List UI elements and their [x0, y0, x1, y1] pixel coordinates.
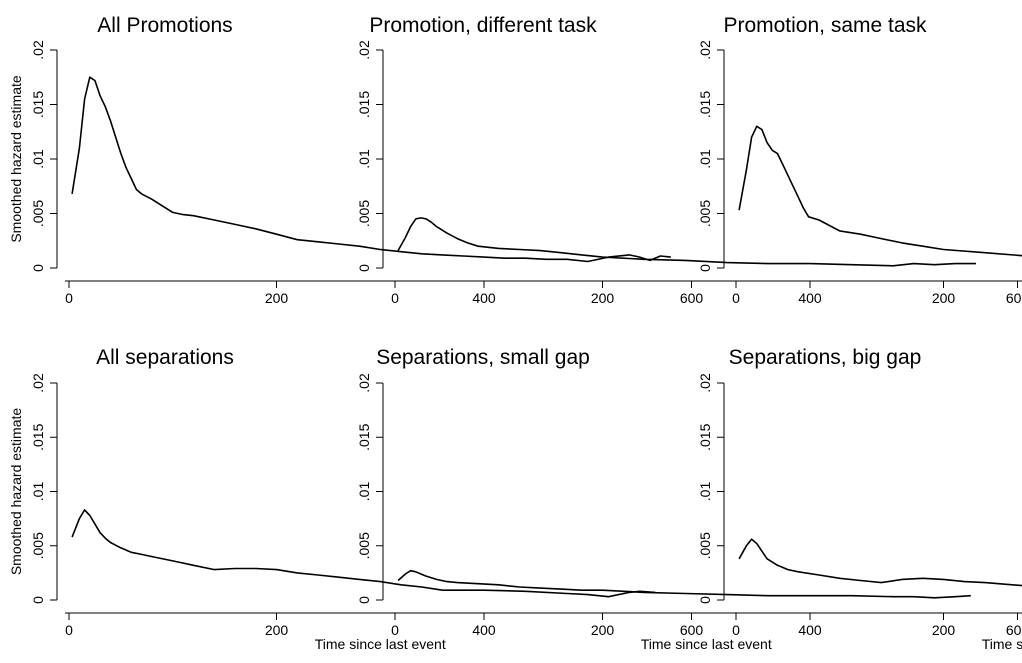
y-tick-label: .02	[356, 373, 372, 393]
hazard-series-line	[397, 217, 976, 267]
x-tick-label: 200	[591, 622, 615, 638]
y-tick-label: .005	[697, 200, 713, 227]
x-tick-label: 400	[472, 290, 496, 306]
x-tick-label: 0	[391, 622, 399, 638]
panel-title: All separations	[96, 346, 234, 369]
x-tick-label: 600	[1006, 290, 1022, 306]
y-tick-label: .015	[30, 91, 46, 118]
y-tick-label: .01	[697, 149, 713, 169]
y-tick-label: .02	[697, 40, 713, 60]
y-tick-label: .005	[356, 200, 372, 227]
y-tick-label: .01	[356, 482, 372, 502]
y-tick-label: .02	[30, 373, 46, 393]
y-tick-label: .01	[30, 482, 46, 502]
x-tick-label: 0	[732, 622, 740, 638]
x-tick-label: 200	[591, 290, 615, 306]
y-tick-label: .01	[697, 482, 713, 502]
hazard-series-line	[71, 509, 656, 598]
y-tick-label: .015	[697, 91, 713, 118]
y-tick-label: .01	[30, 149, 46, 169]
x-axis-title: Time since last event	[315, 636, 446, 652]
panel-title: Promotion, different task	[369, 14, 597, 37]
x-tick-label: 200	[932, 290, 956, 306]
x-tick-label: 400	[472, 622, 496, 638]
y-tick-label: .01	[356, 149, 372, 169]
x-tick-label: 600	[680, 290, 704, 306]
y-tick-label: .02	[30, 40, 46, 60]
y-tick-label: .005	[697, 532, 713, 559]
y-tick-label: .005	[30, 532, 46, 559]
x-tick-label: 400	[798, 290, 822, 306]
panel-title: Separations, big gap	[729, 346, 922, 369]
hazard-series-line	[738, 538, 1022, 587]
y-tick-label: .015	[356, 423, 372, 450]
hazard-series-line	[71, 76, 671, 263]
y-tick-label: 0	[697, 264, 713, 272]
y-tick-label: 0	[30, 264, 46, 272]
x-tick-label: 0	[732, 290, 740, 306]
hazard-series-line	[397, 569, 971, 599]
x-tick-label: 0	[391, 290, 399, 306]
y-tick-label: .005	[356, 532, 372, 559]
hazard-series-line	[738, 125, 1022, 257]
x-tick-label: 0	[65, 622, 73, 638]
y-tick-label: 0	[697, 596, 713, 604]
x-tick-label: 200	[265, 622, 289, 638]
y-axis-title: Smoothed hazard estimate	[8, 408, 24, 576]
x-axis-title: Time since last event	[641, 636, 772, 652]
y-tick-label: .005	[30, 200, 46, 227]
x-tick-label: 200	[932, 622, 956, 638]
y-tick-label: .02	[356, 40, 372, 60]
panel-title: All Promotions	[97, 14, 232, 37]
y-tick-label: 0	[356, 596, 372, 604]
y-axis-title: Smoothed hazard estimate	[8, 75, 24, 243]
x-tick-label: 0	[65, 290, 73, 306]
x-tick-label: 600	[680, 622, 704, 638]
y-tick-label: 0	[30, 596, 46, 604]
x-tick-label: 600	[1006, 622, 1022, 638]
x-axis-title: Time since last event	[982, 636, 1022, 652]
x-tick-label: 400	[798, 622, 822, 638]
y-tick-label: .015	[356, 91, 372, 118]
y-tick-label: 0	[356, 264, 372, 272]
panel-title: Separations, small gap	[376, 346, 590, 369]
y-tick-label: .015	[30, 423, 46, 450]
y-tick-label: .02	[697, 373, 713, 393]
panel-title: Promotion, same task	[723, 14, 927, 37]
x-tick-label: 200	[265, 290, 289, 306]
y-tick-label: .015	[697, 423, 713, 450]
